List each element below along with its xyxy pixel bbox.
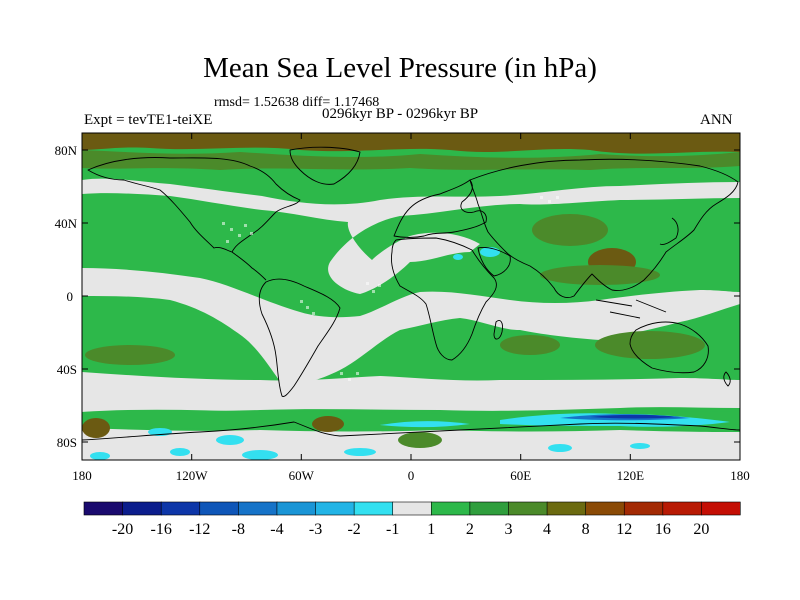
- new-zealand-outline: [723, 371, 731, 387]
- colorbar-label-14: 16: [655, 521, 671, 538]
- colorbar-label-10: 3: [504, 521, 512, 538]
- arabia-outline: [477, 247, 511, 277]
- africa-outline: [391, 237, 497, 361]
- northern-neutral-zone: [82, 178, 740, 294]
- lon-label-180e: 180: [730, 468, 750, 483]
- europe-outline: [393, 179, 487, 238]
- antarctica-outline: [82, 421, 740, 441]
- antarctic-negative-patch-5: [630, 443, 650, 449]
- sahara-negative-patch: [453, 254, 463, 260]
- arctic-high-band: [82, 133, 740, 154]
- experiment-label: Expt = tevTE1-teiXE: [84, 112, 213, 128]
- lat-label-40n: 40N: [55, 216, 78, 231]
- colorbar-label-6: -2: [347, 521, 360, 538]
- colorbar-label-3: -8: [232, 521, 245, 538]
- period-label: 0296kyr BP - 0296kyr BP: [322, 106, 479, 122]
- arctic-mid-band: [82, 150, 740, 170]
- colorbar-swatch-16: [701, 501, 741, 516]
- colorbar-swatch-0: [83, 501, 124, 516]
- antarctic-negative-patch-3: [344, 448, 376, 456]
- map-title: Mean Sea Level Pressure (in hPa): [203, 52, 597, 84]
- lon-label-60w: 60W: [289, 468, 315, 483]
- asia-outline: [469, 158, 739, 299]
- colorbar-swatch-15: [662, 501, 703, 516]
- colorbar-swatch-12: [546, 501, 587, 516]
- south-atlantic-high: [312, 416, 344, 432]
- south-asia-patch: [540, 265, 660, 285]
- pacific-negative-patch-2: [216, 435, 244, 445]
- antarctic-negative-patch-2: [170, 448, 190, 456]
- colorbar-label-7: -1: [386, 521, 399, 538]
- indonesia-outline: [595, 299, 667, 319]
- colorbar-swatch-6: [315, 501, 355, 516]
- greenland-outline: [289, 146, 361, 185]
- colorbar-swatch-11: [508, 501, 548, 516]
- colorbar-label-15: 20: [693, 521, 709, 538]
- japan-outline: [659, 217, 679, 245]
- pacific-positive-patch: [85, 345, 175, 365]
- colorbar-label-13: 12: [616, 521, 632, 538]
- axis-ticks: [81, 133, 741, 460]
- colorbar: -20 -16 -12 -8 -4 -3 -2 -1 1 2 3 4 8 12 16 20: [83, 501, 741, 538]
- lat-label-80s: 80S: [57, 435, 77, 450]
- antarctic-low-center: [590, 414, 680, 419]
- antarctic-negative-patch-6: [90, 452, 110, 460]
- significance-hatching: [222, 196, 559, 381]
- colorbar-swatch-4: [238, 501, 278, 516]
- colorbar-swatch-10: [469, 501, 510, 516]
- colorbar-swatch-5: [276, 501, 317, 516]
- southern-neutral-band: [82, 372, 740, 412]
- colorbar-swatch-9: [430, 501, 471, 516]
- colorbar-label-8: 1: [427, 521, 435, 538]
- central-america-outline: [231, 251, 267, 281]
- coastlines: [82, 146, 740, 441]
- colorbar-label-12: 8: [582, 521, 590, 538]
- north-america-outline: [87, 157, 301, 253]
- anomaly-field: [82, 133, 740, 460]
- lon-label-120w: 120W: [176, 468, 209, 483]
- colorbar-swatch-13: [585, 501, 625, 516]
- colorbar-swatch-14: [623, 501, 664, 516]
- colorbar-swatch-1: [122, 501, 162, 516]
- colorbar-label-0: -20: [112, 521, 133, 538]
- colorbar-label-9: 2: [466, 521, 474, 538]
- lat-label-80n: 80N: [55, 143, 78, 158]
- south-america-outline: [258, 278, 341, 397]
- colorbar-label-11: 4: [543, 521, 551, 538]
- antarctic-negative-patch-4: [548, 444, 572, 452]
- lat-label-40s: 40S: [57, 362, 77, 377]
- colorbar-swatch-3: [199, 501, 239, 516]
- colorbar-swatch-8: [392, 501, 432, 516]
- colorbar-swatch-7: [353, 501, 394, 516]
- stats-text: rmsd= 1.52638 diff= 1.17468: [214, 95, 380, 110]
- season-label: ANN: [700, 112, 733, 128]
- colorbar-label-2: -12: [189, 521, 210, 538]
- australia-outline: [629, 321, 709, 374]
- lat-label-0: 0: [67, 289, 74, 304]
- colorbar-label-5: -3: [309, 521, 322, 538]
- lon-label-0: 0: [408, 468, 415, 483]
- lon-label-180w: 180: [72, 468, 92, 483]
- lon-label-120e: 120E: [617, 468, 645, 483]
- australia-positive-patch: [595, 331, 705, 359]
- indian-ocean-patch: [500, 335, 560, 355]
- colorbar-swatch-2: [160, 501, 201, 516]
- tropical-neutral-zone: [82, 268, 740, 385]
- antarctic-negative-patch-1: [242, 450, 278, 460]
- asia-positive-patch: [532, 214, 608, 246]
- atlantic-negative-patch: [380, 421, 470, 428]
- ross-sea-high: [82, 418, 110, 438]
- weddell-patch: [398, 432, 442, 448]
- arabia-negative-patch: [480, 247, 500, 257]
- madagascar-outline: [493, 320, 503, 340]
- colorbar-label-4: -4: [270, 521, 283, 538]
- lon-label-60e: 60E: [510, 468, 531, 483]
- colorbar-label-1: -16: [151, 521, 172, 538]
